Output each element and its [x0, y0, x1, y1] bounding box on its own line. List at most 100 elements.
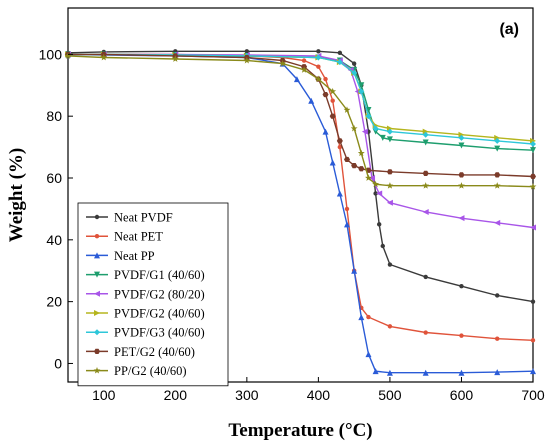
data-point: [379, 134, 386, 141]
plot-frame: [67, 7, 534, 383]
data-point: [530, 137, 536, 144]
data-point: [365, 113, 372, 120]
legend-entry: PET/G2 (40/60): [86, 345, 195, 359]
y-tick-label: 0: [54, 355, 62, 371]
series-pp-g2-40-60-: [64, 52, 537, 190]
data-point: [386, 182, 394, 189]
data-point: [316, 64, 321, 69]
data-point: [93, 367, 101, 374]
legend-entry: PP/G2 (40/60): [86, 364, 187, 378]
data-point: [329, 159, 336, 166]
axis-layer: 100 200 300 400 500 600 700 0 20 40 60 80 100: [39, 46, 545, 403]
legend-entry: Neat PP: [86, 249, 155, 263]
data-point: [244, 49, 250, 54]
legend-entry: PVDF/G3 (40/60): [86, 326, 205, 340]
data-point: [386, 125, 393, 132]
legend-label: PVDF/G3 (40/60): [114, 326, 205, 340]
data-point: [530, 173, 536, 180]
legend-entry: Neat PET: [86, 230, 163, 244]
data-point: [422, 170, 429, 176]
data-point: [376, 222, 382, 227]
data-point: [329, 87, 337, 95]
data-point: [351, 61, 357, 66]
data-point: [494, 369, 501, 376]
data-point: [337, 144, 343, 150]
y-tick-label: 40: [46, 232, 62, 248]
data-point: [458, 215, 465, 222]
y-tick-label: 60: [46, 170, 62, 186]
x-tick-label: 700: [521, 387, 545, 403]
data-point: [458, 182, 465, 189]
data-point: [423, 274, 428, 280]
data-point: [458, 172, 465, 178]
data-point: [386, 128, 393, 135]
legend-entry: PVDF/G2 (80/20): [86, 287, 205, 301]
data-point: [458, 142, 465, 149]
x-tick-label: 500: [378, 387, 402, 403]
data-point: [387, 324, 393, 329]
data-point: [458, 131, 465, 138]
data-point: [323, 76, 328, 82]
panel-label: (a): [499, 21, 519, 38]
data-point: [315, 54, 322, 61]
data-point: [293, 76, 300, 83]
y-tick-label: 20: [46, 294, 62, 310]
data-point: [458, 134, 465, 141]
legend-label: PET/G2 (40/60): [114, 345, 195, 359]
data-point: [344, 206, 350, 212]
data-point: [308, 97, 315, 104]
data-point: [94, 252, 100, 259]
data-point: [171, 55, 179, 62]
data-point: [372, 368, 379, 375]
data-point: [495, 336, 500, 341]
data-point: [94, 310, 100, 316]
data-point: [365, 174, 372, 181]
data-point: [494, 134, 501, 141]
data-point: [344, 221, 350, 228]
legend-label: PVDF/G1 (40/60): [114, 268, 205, 282]
x-tick-label: 300: [235, 387, 259, 403]
legend-entry: PVDF/G1 (40/60): [86, 268, 205, 282]
legend-label: PVDF/G2 (40/60): [114, 307, 205, 321]
legend-label: Neat PVDF: [114, 211, 173, 225]
data-point: [422, 209, 429, 215]
data-point: [530, 299, 536, 304]
data-point: [422, 182, 430, 189]
data-point: [336, 190, 343, 197]
data-point: [351, 69, 358, 76]
legend: Neat PVDF Neat PET Neat PP PVDF/G1 (40/60) P…: [77, 202, 229, 387]
data-point: [372, 125, 379, 132]
data-point: [386, 369, 393, 376]
legend-entry: Neat PVDF: [86, 211, 173, 225]
data-point: [387, 262, 393, 267]
data-point: [336, 59, 343, 66]
data-point: [422, 128, 429, 135]
x-tick-label: 100: [92, 387, 116, 403]
data-point: [351, 267, 358, 274]
data-point: [422, 369, 429, 376]
data-point: [316, 49, 321, 54]
data-point: [530, 338, 536, 343]
data-point: [372, 180, 380, 188]
data-point: [386, 169, 393, 175]
series-line: [68, 53, 534, 142]
data-point: [386, 199, 393, 206]
x-tick-label: 200: [164, 387, 188, 403]
data-point: [329, 113, 336, 119]
series-line: [67, 55, 534, 188]
data-point: [493, 182, 501, 189]
legend-label: Neat PP: [114, 249, 155, 263]
series-line: [68, 53, 534, 229]
series-line: [68, 53, 534, 145]
data-point: [529, 183, 537, 190]
data-point: [373, 191, 378, 196]
data-point: [380, 243, 385, 249]
data-point: [494, 172, 501, 178]
data-point: [351, 163, 358, 169]
data-point: [530, 147, 536, 154]
data-point: [100, 53, 108, 61]
data-point: [358, 166, 365, 172]
data-point: [350, 124, 358, 132]
data-point: [330, 98, 335, 103]
